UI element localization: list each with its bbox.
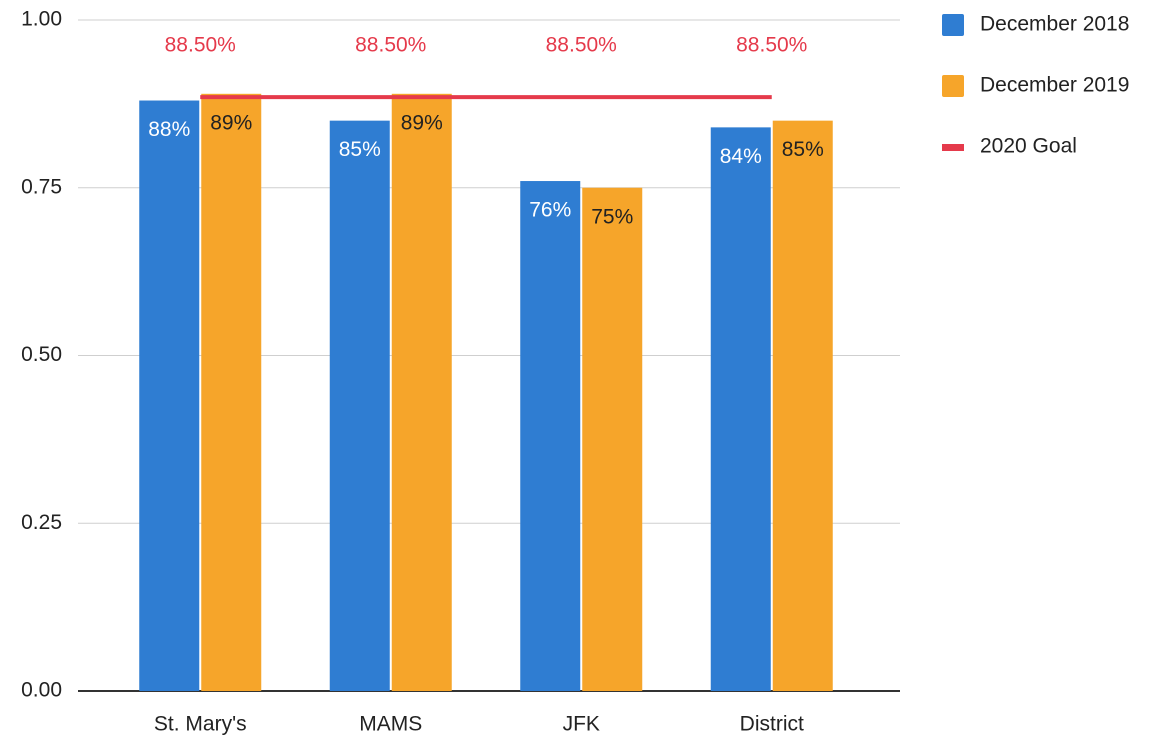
- bar-value-label: 88%: [148, 118, 190, 141]
- legend-swatch: [942, 144, 964, 151]
- bar-value-label: 84%: [720, 145, 762, 168]
- x-tick-label: JFK: [563, 713, 600, 736]
- goal-label: 88.50%: [355, 34, 426, 57]
- y-tick-label: 0.50: [21, 343, 62, 366]
- bar: [520, 181, 581, 692]
- legend-label: December 2019: [980, 74, 1129, 97]
- bar: [329, 120, 390, 691]
- y-tick-label: 1.00: [21, 8, 62, 31]
- goal-label: 88.50%: [165, 34, 236, 57]
- goal-label: 88.50%: [736, 34, 807, 57]
- bar-value-label: 89%: [210, 111, 252, 134]
- x-tick-label: District: [740, 713, 804, 736]
- bar: [139, 100, 200, 691]
- bar-value-label: 76%: [529, 199, 571, 222]
- legend-label: 2020 Goal: [980, 135, 1077, 158]
- bar-value-label: 85%: [339, 138, 381, 161]
- bar: [391, 93, 452, 691]
- bar: [710, 127, 771, 692]
- y-tick-label: 0.00: [21, 679, 62, 702]
- bar: [772, 120, 833, 691]
- bar-value-label: 75%: [591, 205, 633, 228]
- legend-swatch: [942, 75, 964, 97]
- bar: [582, 187, 643, 691]
- bar-value-label: 89%: [401, 111, 443, 134]
- x-tick-label: St. Mary's: [154, 713, 247, 736]
- bar-value-label: 85%: [782, 138, 824, 161]
- legend-swatch: [942, 14, 964, 36]
- x-tick-label: MAMS: [359, 713, 422, 736]
- y-tick-label: 0.75: [21, 175, 62, 198]
- goal-label: 88.50%: [546, 34, 617, 57]
- bar: [201, 93, 262, 691]
- y-tick-label: 0.25: [21, 511, 62, 534]
- legend-label: December 2018: [980, 13, 1129, 36]
